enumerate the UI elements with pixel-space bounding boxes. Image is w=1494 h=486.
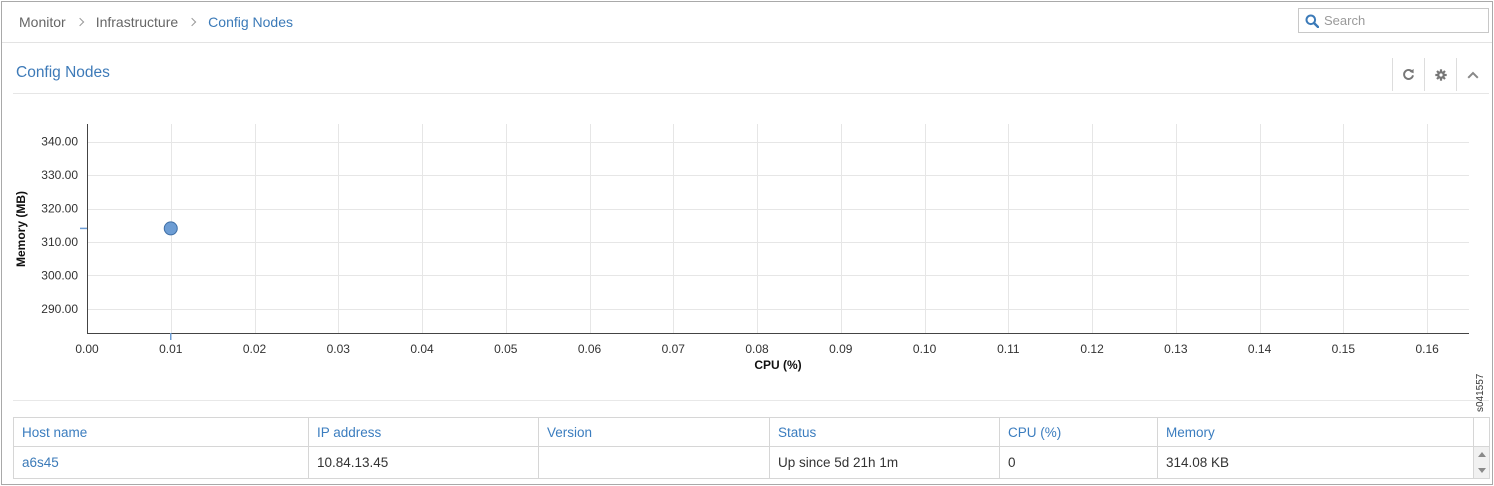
gear-icon	[1434, 68, 1447, 81]
x-tick-label: 0.16	[1415, 342, 1439, 356]
x-tick-label: 0.06	[578, 342, 602, 356]
y-tick-label: 310.00	[41, 235, 78, 249]
breadcrumb: Monitor Infrastructure Config Nodes	[19, 14, 293, 30]
cell-host-name: a6s45	[13, 446, 309, 479]
data-point[interactable]	[163, 221, 178, 236]
chart-divider	[13, 400, 1489, 401]
y-tick-label: 330.00	[41, 168, 78, 182]
scrollbar-header	[1473, 417, 1490, 447]
x-tick-label: 0.08	[745, 342, 769, 356]
chevron-right-icon	[75, 17, 84, 27]
header-divider	[2, 42, 1492, 43]
collapse-button[interactable]	[1457, 58, 1488, 91]
y-axis-label: Memory (MB)	[14, 191, 28, 267]
table-header-row: Host name IP address Version Status CPU …	[13, 417, 1490, 447]
refresh-icon	[1403, 68, 1414, 80]
scroll-up-icon[interactable]	[1478, 452, 1486, 457]
figure-id: s041557	[1475, 373, 1486, 413]
column-header-ip-address[interactable]: IP address	[308, 417, 539, 447]
x-tick-label: 0.12	[1080, 342, 1104, 356]
cell-cpu: 0	[999, 446, 1158, 479]
chevron-right-icon	[187, 17, 197, 27]
column-header-cpu[interactable]: CPU (%)	[999, 417, 1158, 447]
column-header-memory[interactable]: Memory	[1157, 417, 1474, 447]
table-row[interactable]: a6s45 10.84.13.45 Up since 5d 21h 1m 0 3…	[13, 446, 1490, 479]
x-tick-label: 0.09	[829, 342, 853, 356]
x-tick-label: 0.00	[75, 342, 99, 356]
y-tick-label: 300.00	[41, 268, 78, 282]
cell-ip-address: 10.84.13.45	[308, 446, 539, 479]
x-axis-label: CPU (%)	[754, 358, 801, 372]
x-tick-label: 0.15	[1332, 342, 1356, 356]
x-tick-label: 0.03	[327, 342, 351, 356]
cell-status: Up since 5d 21h 1m	[769, 446, 1000, 479]
panel-title: Config Nodes	[16, 64, 110, 81]
y-tick-label: 320.00	[41, 202, 78, 216]
x-tick-label: 0.13	[1164, 342, 1188, 356]
chevron-up-icon	[1466, 71, 1479, 79]
cell-version	[538, 446, 770, 479]
x-tick-label: 0.10	[913, 342, 937, 356]
y-tick-label: 290.00	[41, 302, 78, 316]
x-tick-label: 0.04	[410, 342, 434, 356]
column-header-version[interactable]: Version	[538, 417, 770, 447]
x-tick-label: 0.02	[243, 342, 267, 356]
scroll-down-icon[interactable]	[1478, 468, 1486, 473]
x-tick-label: 0.11	[997, 342, 1020, 356]
x-tick-label: 0.07	[662, 342, 686, 356]
breadcrumb-monitor[interactable]: Monitor	[19, 14, 66, 30]
table-scrollbar[interactable]	[1473, 446, 1490, 479]
column-header-status[interactable]: Status	[769, 417, 1000, 447]
breadcrumb-config-nodes: Config Nodes	[208, 14, 293, 30]
toolbar-divider	[1392, 58, 1393, 91]
cell-memory: 314.08 KB	[1157, 446, 1474, 479]
column-header-host-name[interactable]: Host name	[13, 417, 309, 447]
search-box[interactable]	[1298, 8, 1489, 33]
toolbar-divider	[1424, 58, 1425, 91]
panel-header-divider	[13, 93, 1489, 94]
y-tick-label: 340.00	[41, 135, 78, 149]
config-nodes-table: Host name IP address Version Status CPU …	[13, 417, 1490, 479]
x-tick-label: 0.01	[159, 342, 183, 356]
refresh-button[interactable]	[1393, 58, 1424, 91]
search-input[interactable]	[1299, 9, 1488, 32]
x-tick-label: 0.14	[1248, 342, 1272, 356]
host-name-link[interactable]: a6s45	[22, 455, 59, 470]
toolbar-divider	[1456, 58, 1457, 91]
breadcrumb-infrastructure[interactable]: Infrastructure	[95, 14, 179, 30]
settings-button[interactable]	[1425, 58, 1456, 91]
scatter-chart: CPU (%) Memory (MB) 0.00 0.01 0.02 0.03 0.04…	[14, 124, 1469, 372]
x-tick-label: 0.05	[494, 342, 518, 356]
